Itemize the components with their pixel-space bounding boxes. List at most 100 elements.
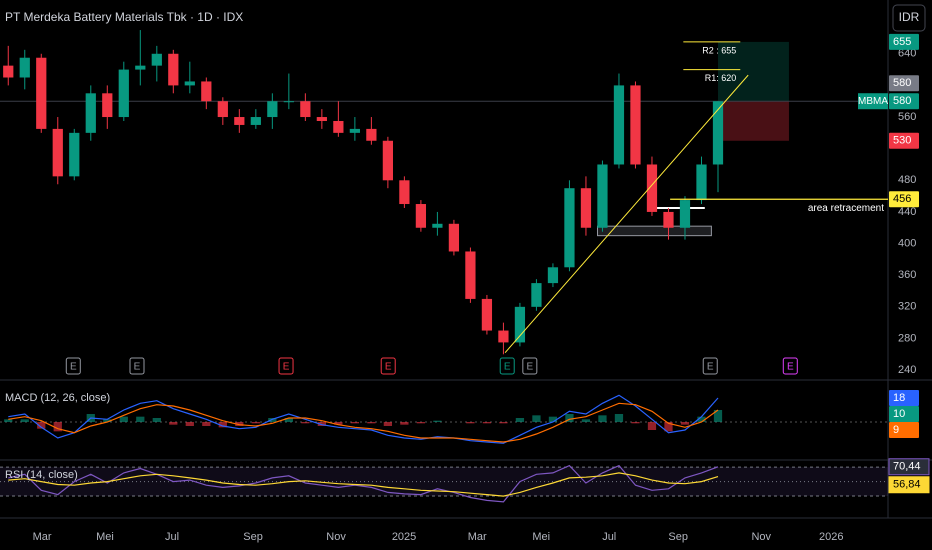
y-tick-label: 560 [898,111,916,123]
y-tick-label: 280 [898,332,916,344]
candle-body [712,101,724,165]
candle-body [415,204,427,228]
rsi-tag-label: 70,44 [893,461,921,473]
macd-histogram-bar [4,419,13,422]
macd-histogram-bar [20,419,29,422]
price-tag-label: 580 [893,77,911,89]
macd-line [8,394,719,444]
candle-body [217,101,228,118]
x-tick-label: Mei [96,531,114,543]
candle-body [201,81,212,102]
candle-body [316,117,327,121]
macd-histogram-bar [185,422,194,426]
event-label: E [787,362,794,373]
macd-histogram-bar [202,422,211,426]
candle-body [531,283,542,307]
macd-histogram-bar [136,416,145,422]
macd-histogram-bar [631,422,640,424]
macd-histogram-bar [416,422,426,424]
candle-body [250,117,261,125]
rsi-line [8,464,719,503]
candle-body [184,81,195,86]
candle-body [267,101,278,118]
event-marker [702,357,718,375]
macd-histogram-bar [515,418,525,422]
candle-body [283,101,294,103]
candle-body [613,85,625,165]
x-tick-label: 2025 [392,531,416,543]
price-tag-label: 456 [893,193,911,205]
macd-histogram-bar [664,422,673,432]
price-tag [889,75,919,92]
symbol-tag [858,93,888,110]
y-tick-label: 400 [898,237,916,249]
x-tick-label: Mar [33,531,52,543]
candle-body [382,140,393,181]
macd-histogram-bar [697,416,706,422]
macd-histogram-bar [614,414,624,422]
macd-histogram-bar [235,422,244,426]
macd-histogram-bar [647,422,657,430]
candle-body [102,93,113,118]
x-tick-label: Jul [602,531,616,543]
event-marker [129,357,145,375]
candle-body [234,117,245,125]
candle-body [52,128,63,177]
price-tag [889,33,919,50]
macd-histogram-bar [499,422,508,424]
macd-histogram-bar [466,422,475,424]
candle-body [300,101,311,118]
candle-body [349,128,360,133]
event-label: E [385,362,392,373]
position-target-zone [717,41,789,102]
y-tick-label: 440 [898,206,916,218]
position-stop-zone [717,101,789,141]
resistance-label: R1: 620 [705,73,737,83]
candle-body [151,53,162,66]
price-tag [889,93,919,110]
price-tag-label: 10 [893,408,905,420]
macd-histogram-bar [598,415,607,422]
candle-body [580,188,592,228]
macd-histogram-bar [482,422,492,424]
candle-body [432,223,443,228]
candle-body [663,211,674,228]
price-tag [889,132,919,149]
price-tag [889,390,919,406]
event-label: E [283,362,290,373]
candle-body [646,164,658,212]
y-tick-label: 360 [898,269,916,281]
candle-body [498,330,509,343]
candle-body [564,188,575,268]
x-tick-label: Sep [243,531,263,543]
macd-histogram-bar [334,422,343,425]
candle-body [448,223,460,252]
event-label: E [526,362,533,373]
macd-histogram-bar [581,419,591,422]
price-tag-label: 580 [893,95,911,107]
price-tag-label: 18 [893,392,905,404]
rsi-tag [888,476,930,494]
macd-histogram-bar [548,416,558,422]
macd-histogram-bar [565,414,574,422]
chart-title: PT Merdeka Battery Materials Tbk · 1D · … [5,10,243,24]
macd-histogram-bar [53,422,62,432]
macd-histogram-bar [251,422,260,424]
price-tag-label: 530 [893,135,911,147]
candle-body [36,57,47,129]
event-label: E [504,362,511,373]
macd-histogram-bar [532,415,541,422]
currency-button[interactable] [892,4,926,32]
candle-body [630,85,641,165]
price-tag [889,406,919,422]
currency-label[interactable]: IDR [899,10,920,24]
rsi-tag-label: 56,84 [893,479,921,491]
signal-line [8,402,719,443]
macd-histogram-bar [218,422,227,428]
candle-body [85,93,96,133]
candle-body [19,57,30,78]
y-tick-label: 320 [898,301,916,313]
candle-body [69,132,80,177]
event-label: E [70,362,77,373]
macd-histogram-bar [268,418,277,422]
